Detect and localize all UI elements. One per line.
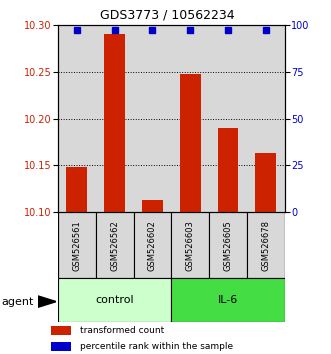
Bar [52,342,71,351]
Text: GSM526603: GSM526603 [186,220,195,270]
Bar [58,278,171,322]
Bar [67,167,87,212]
Bar [256,153,276,212]
Bar [171,278,285,322]
Polygon shape [38,296,56,307]
Bar [171,212,209,278]
Bar [58,212,96,278]
Bar [217,128,238,212]
Bar [247,212,285,278]
Bar [96,212,133,278]
Text: GSM526561: GSM526561 [72,220,81,270]
Bar [180,74,201,212]
Text: GSM526562: GSM526562 [110,220,119,270]
Bar [209,212,247,278]
Text: GDS3773 / 10562234: GDS3773 / 10562234 [100,9,234,22]
Bar [142,200,163,212]
Text: GSM526602: GSM526602 [148,220,157,270]
Text: GSM526678: GSM526678 [261,219,270,271]
Bar [52,326,71,335]
Text: percentile rank within the sample: percentile rank within the sample [80,342,233,351]
Text: transformed count: transformed count [80,326,164,335]
Bar [133,212,171,278]
Text: IL-6: IL-6 [218,295,238,305]
Bar [104,34,125,212]
Text: control: control [95,295,134,305]
Text: agent: agent [2,297,34,307]
Text: GSM526605: GSM526605 [223,220,232,270]
